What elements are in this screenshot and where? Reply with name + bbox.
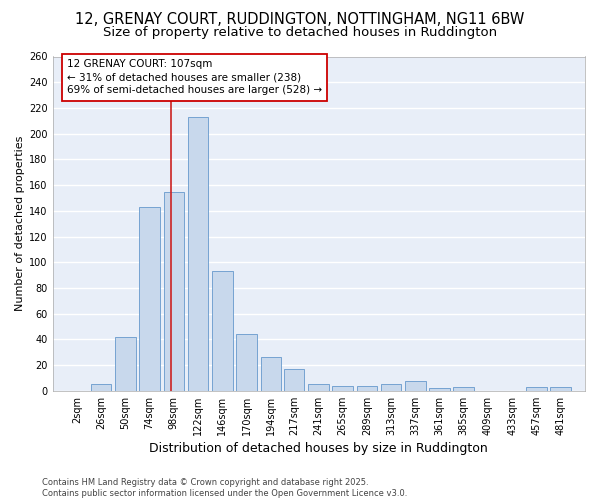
X-axis label: Distribution of detached houses by size in Ruddington: Distribution of detached houses by size … xyxy=(149,442,488,455)
Bar xyxy=(188,117,208,391)
Bar xyxy=(139,207,160,391)
Bar xyxy=(115,337,136,391)
Bar xyxy=(526,387,547,391)
Text: Size of property relative to detached houses in Ruddington: Size of property relative to detached ho… xyxy=(103,26,497,39)
Bar xyxy=(308,384,329,391)
Bar xyxy=(429,388,450,391)
Bar xyxy=(356,386,377,391)
Bar xyxy=(164,192,184,391)
Bar xyxy=(284,369,304,391)
Bar xyxy=(212,271,233,391)
Bar xyxy=(332,386,353,391)
Bar xyxy=(91,384,112,391)
Bar xyxy=(236,334,257,391)
Bar xyxy=(260,358,281,391)
Text: Contains HM Land Registry data © Crown copyright and database right 2025.
Contai: Contains HM Land Registry data © Crown c… xyxy=(42,478,407,498)
Y-axis label: Number of detached properties: Number of detached properties xyxy=(15,136,25,312)
Text: 12, GRENAY COURT, RUDDINGTON, NOTTINGHAM, NG11 6BW: 12, GRENAY COURT, RUDDINGTON, NOTTINGHAM… xyxy=(76,12,524,28)
Bar xyxy=(405,380,425,391)
Bar xyxy=(454,387,474,391)
Bar xyxy=(550,387,571,391)
Bar xyxy=(381,384,401,391)
Text: 12 GRENAY COURT: 107sqm
← 31% of detached houses are smaller (238)
69% of semi-d: 12 GRENAY COURT: 107sqm ← 31% of detache… xyxy=(67,59,322,96)
